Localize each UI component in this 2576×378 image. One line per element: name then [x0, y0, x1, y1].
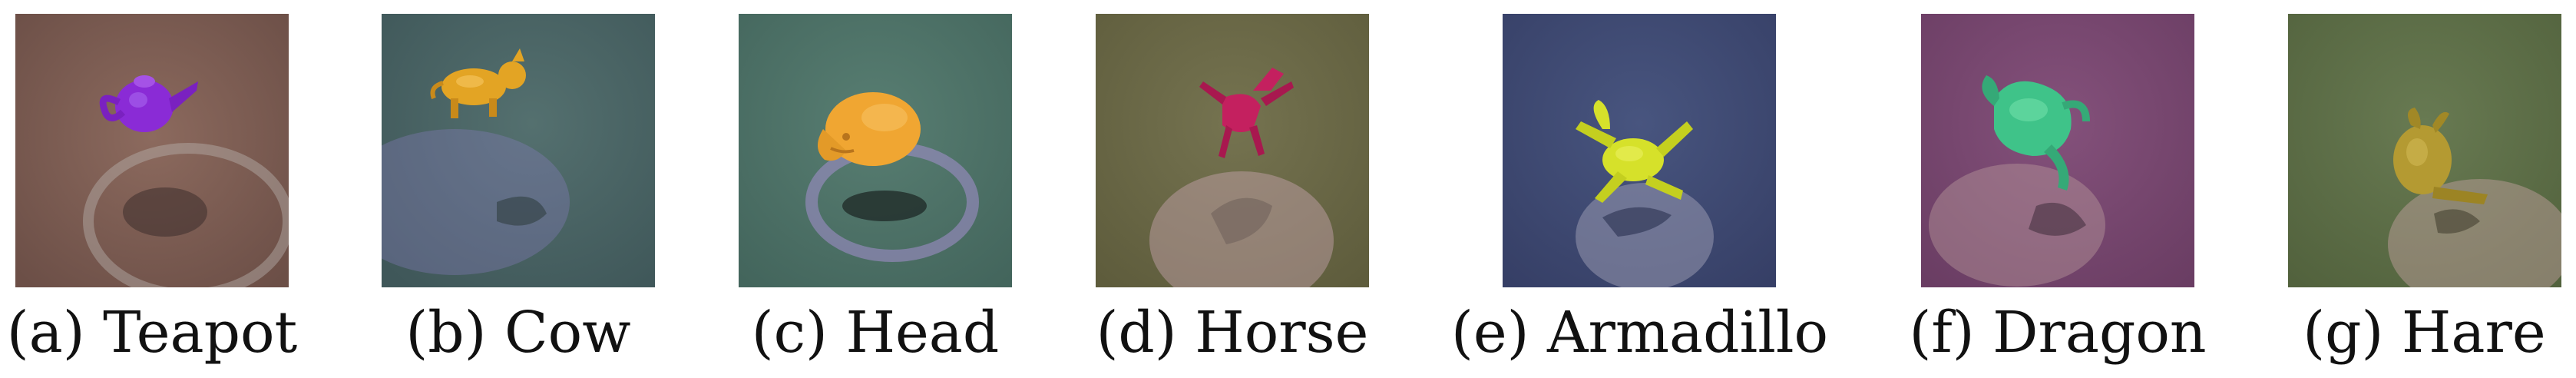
- teapot-render: [15, 14, 289, 287]
- caption-cow: (b) Cow: [405, 300, 631, 366]
- armadillo-render: [1503, 14, 1776, 287]
- caption-dragon: (f) Dragon: [1909, 300, 2207, 366]
- horse-object: [1199, 68, 1294, 158]
- image-panel-teapot: [15, 14, 289, 287]
- image-panel-head: [739, 14, 1012, 287]
- teapot-object: [99, 75, 198, 132]
- caption-armadillo: (e) Armadillo: [1451, 300, 1829, 366]
- image-panel-dragon: [1921, 14, 2194, 287]
- hare-render: [2288, 14, 2561, 287]
- caption-hare: (g) Hare: [2303, 300, 2546, 366]
- dragon-object: [1982, 75, 2090, 191]
- head-render: [739, 14, 1012, 287]
- image-panel-hare: [2288, 14, 2561, 287]
- cow-render: [382, 14, 655, 287]
- caption-horse: (d) Horse: [1096, 300, 1369, 366]
- image-panel-cow: [382, 14, 655, 287]
- horse-render: [1096, 14, 1369, 287]
- caption-teapot: (a) Teapot: [6, 300, 298, 366]
- image-panel-armadillo: [1503, 14, 1776, 287]
- dragon-render: [1921, 14, 2194, 287]
- caption-head: (c) Head: [751, 300, 1000, 366]
- head-object: [817, 92, 921, 166]
- image-panel-horse: [1096, 14, 1369, 287]
- armadillo-object: [1576, 100, 1693, 203]
- cow-object: [430, 48, 526, 118]
- hare-object: [2393, 108, 2488, 204]
